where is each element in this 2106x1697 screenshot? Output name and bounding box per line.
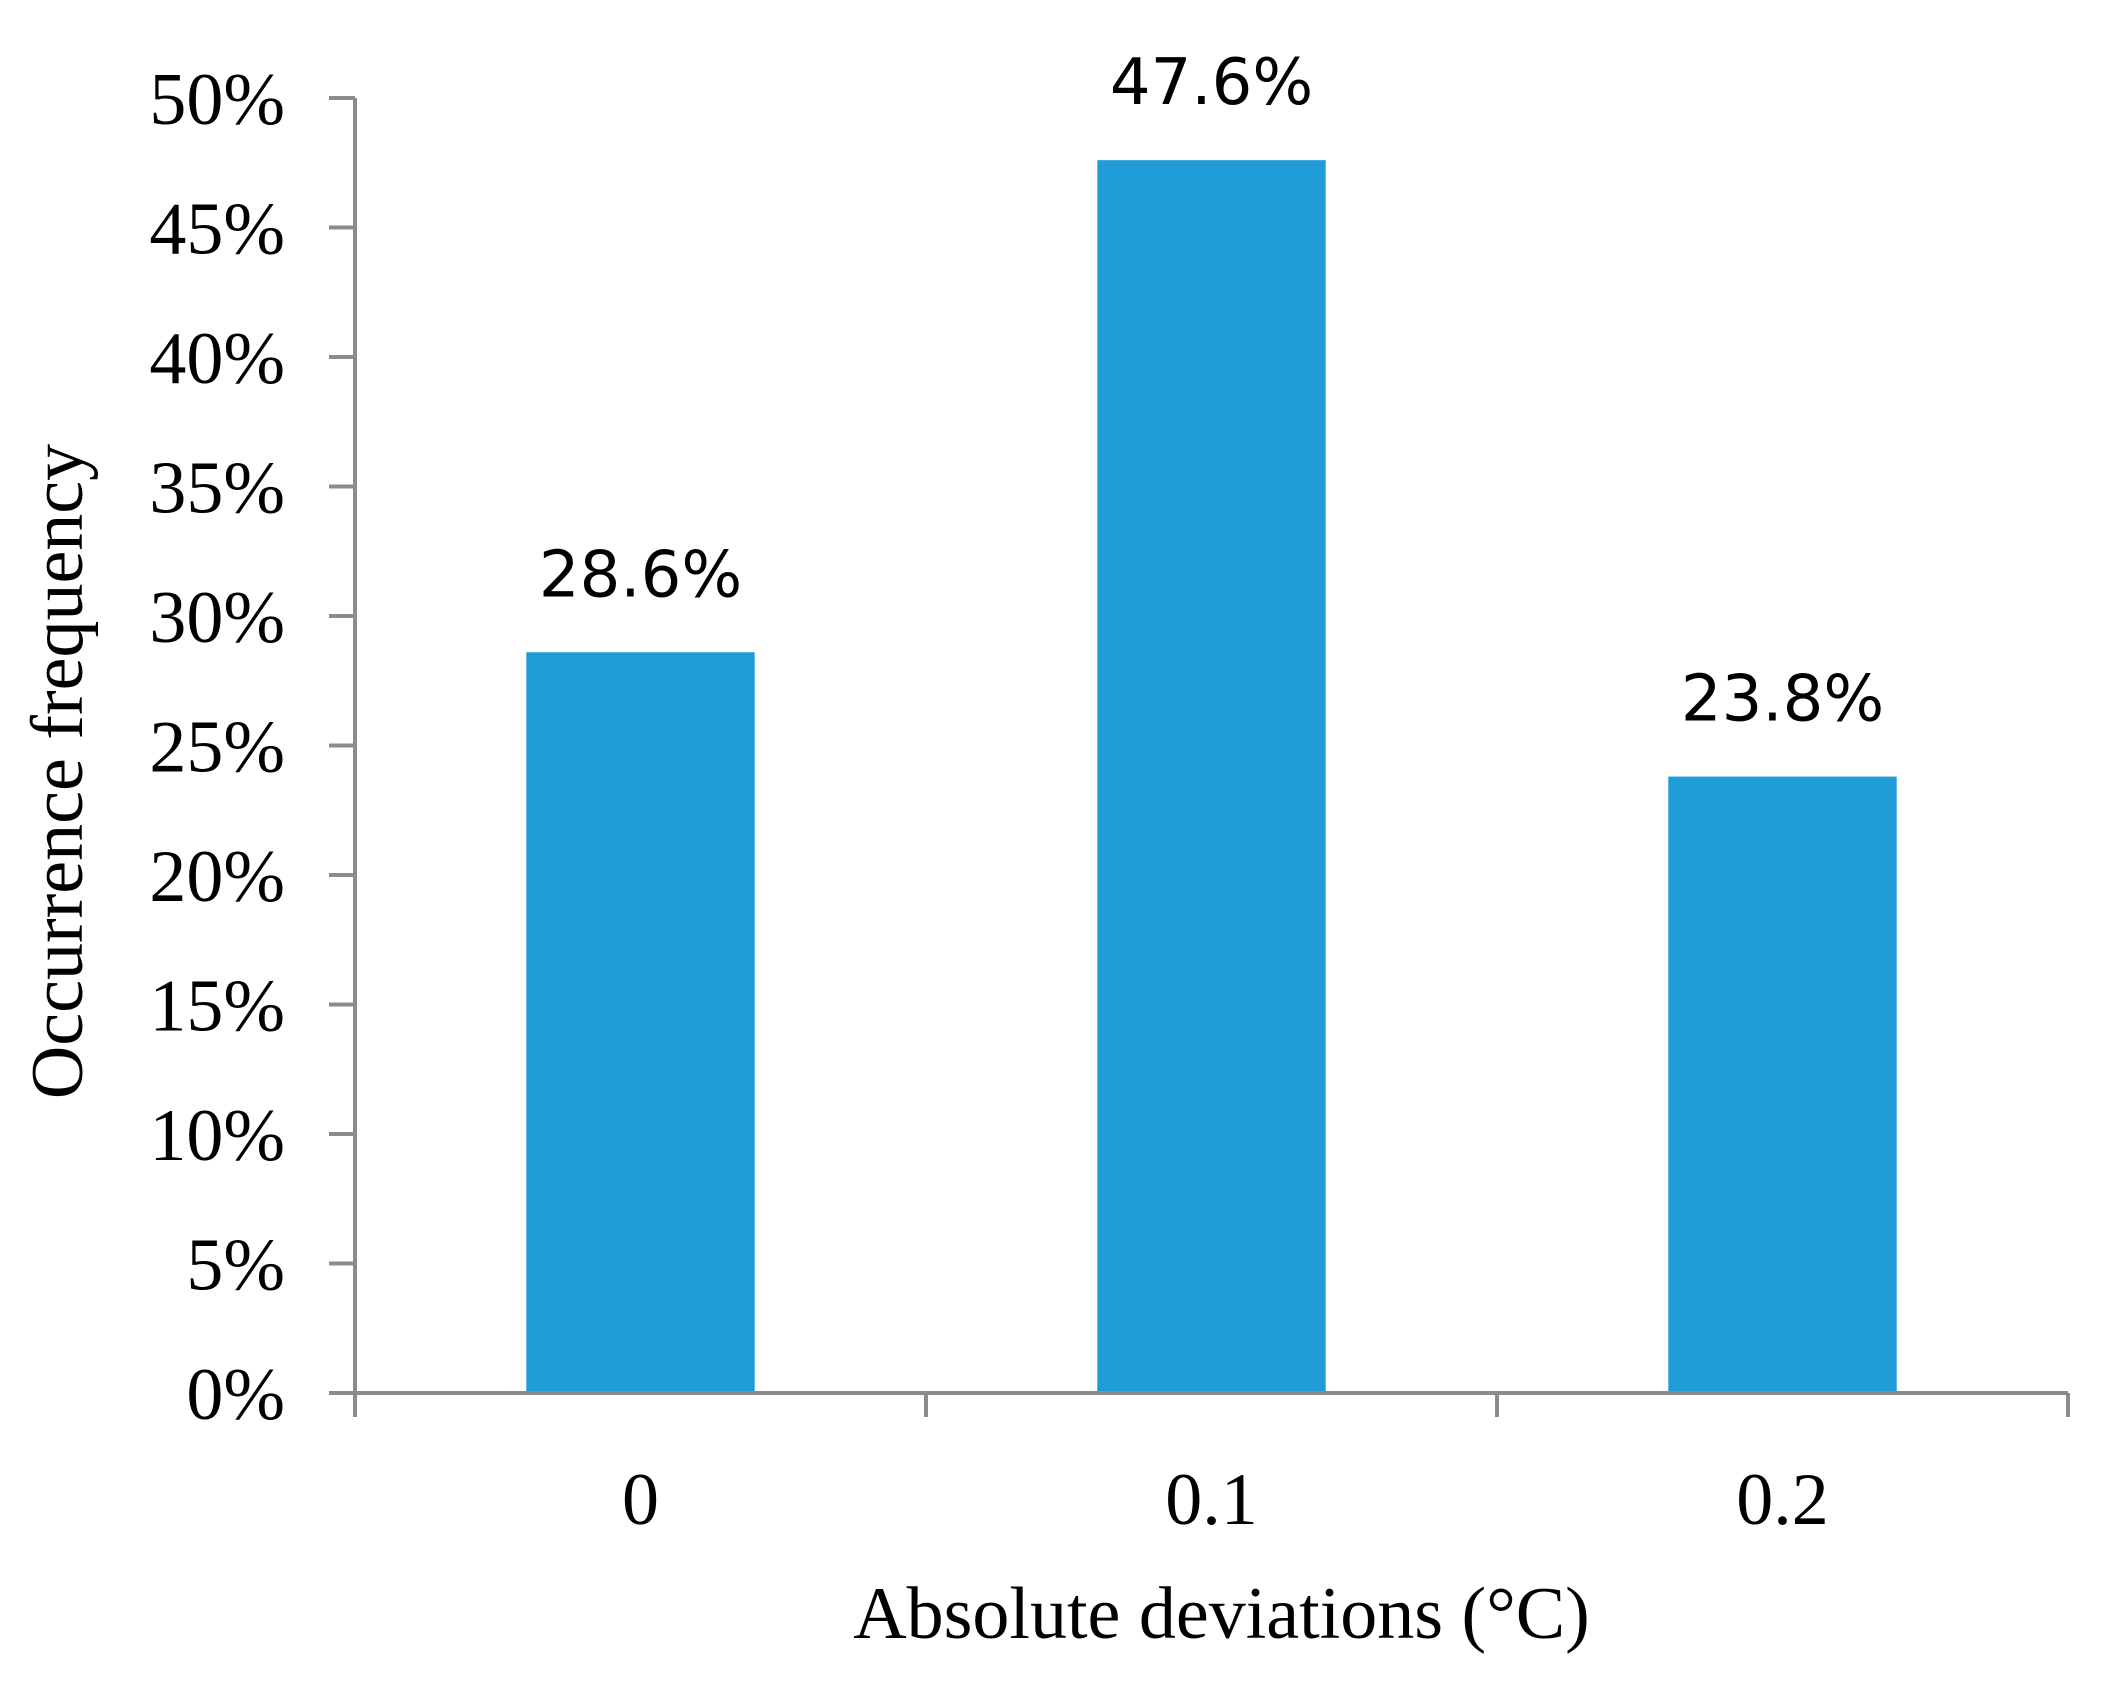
y-tick-label: 35% [149,448,285,530]
data-label: 47.6% [1110,46,1313,120]
x-axis-ticks: 0 0.1 0.2 [353,1393,2070,1541]
bar-0.2 [1668,776,1897,1393]
x-axis-title: Absolute deviations (°C) [853,1573,1590,1655]
y-axis-title: Occurrence frequency [17,444,99,1099]
y-tick-label: 15% [149,966,285,1048]
data-label: 28.6% [539,538,742,612]
y-tick-label: 0% [186,1354,285,1436]
y-tick-label: 30% [149,577,285,659]
x-tick-label: 0.1 [1165,1459,1258,1541]
y-tick-label: 45% [149,189,285,271]
bar-0.1 [1097,160,1326,1393]
y-axis-ticks: 0% 5% 10% 15% 20% 25% 30% 35% 40% 45% 50% [149,59,355,1436]
y-tick-label: 10% [149,1095,285,1177]
y-tick-label: 5% [186,1225,285,1307]
y-tick-label: 50% [149,59,285,141]
x-tick-label: 0.2 [1736,1459,1829,1541]
y-tick-label: 20% [149,836,285,918]
axes [329,98,2068,1395]
data-label: 23.8% [1681,663,1884,737]
y-tick-label: 25% [149,707,285,789]
bar-0 [526,652,755,1393]
bar-series: 28.6% 47.6% 23.8% [526,46,1897,1393]
y-tick-label: 40% [149,318,285,400]
x-tick-label: 0 [622,1459,659,1541]
